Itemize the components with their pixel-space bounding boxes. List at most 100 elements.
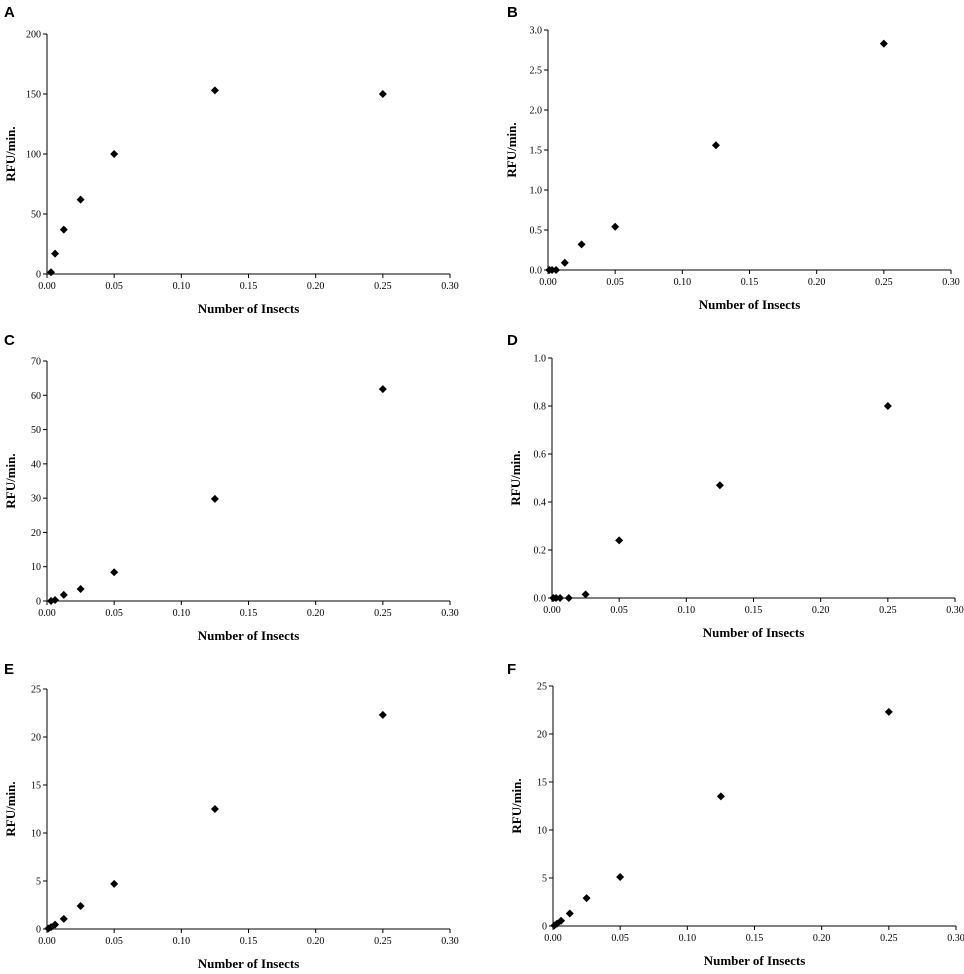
- x-tick-label: 0.25: [875, 277, 893, 288]
- x-tick-label: 0.05: [105, 281, 123, 292]
- y-tick-label: 50: [31, 425, 41, 436]
- y-tick-label: 0: [36, 925, 41, 936]
- x-tick-label: 0.30: [441, 936, 459, 947]
- x-tick-label: 0.10: [173, 608, 191, 619]
- data-point: [552, 266, 561, 274]
- x-tick-label: 0.30: [942, 277, 960, 288]
- y-tick-label: 60: [31, 391, 41, 402]
- data-point: [581, 590, 590, 599]
- data-point: [560, 258, 569, 267]
- x-tick-label: 0.15: [240, 281, 258, 292]
- data-point: [616, 873, 625, 882]
- data-point: [556, 594, 565, 602]
- x-tick-label: 0.20: [307, 608, 325, 619]
- y-tick-label: 25: [537, 682, 547, 693]
- data-point: [548, 266, 557, 274]
- y-tick-label: 20: [537, 730, 547, 741]
- x-tick-label: 0.20: [307, 281, 325, 292]
- data-point: [884, 707, 893, 716]
- x-tick-label: 0.00: [38, 608, 56, 619]
- y-tick-label: 0.0: [534, 594, 547, 605]
- y-tick-label: 20: [31, 733, 41, 744]
- y-tick-label: 0.0: [530, 266, 543, 277]
- x-tick-label: 0.05: [610, 605, 628, 616]
- data-point: [110, 150, 119, 158]
- data-point: [59, 914, 68, 923]
- y-tick-label: 1.0: [530, 186, 543, 197]
- chart-panel-c: C 0 10 20 30 40 50 60 70 0.00 0.05 0.10 0.15 0.20 0.25…: [3, 332, 459, 643]
- x-tick-label: 0.30: [946, 605, 964, 616]
- y-tick-label: 50: [31, 210, 41, 221]
- x-tick-label: 0.20: [808, 277, 826, 288]
- panel-label: F: [507, 661, 516, 678]
- x-tick-label: 0.15: [240, 608, 258, 619]
- x-tick-label: 0.20: [812, 605, 830, 616]
- x-tick-label: 0.10: [674, 277, 692, 288]
- x-tick-label: 0.15: [240, 936, 258, 947]
- data-point: [582, 894, 591, 903]
- y-axis-title: RFU/min.: [504, 122, 519, 177]
- data-point: [879, 39, 888, 48]
- data-point: [76, 195, 85, 204]
- data-point: [378, 710, 387, 719]
- y-axis-title: RFU/min.: [508, 450, 523, 505]
- data-point: [76, 901, 85, 910]
- x-tick-label: 0.10: [173, 281, 191, 292]
- x-tick-label: 0.30: [441, 281, 459, 292]
- chart-panel-b: B 0.0 0.5 1.0 1.5 2.0 2.5 3.0 0.00 0.05 0.10 0.15 0.…: [504, 4, 960, 312]
- x-axis-title: Number of Insects: [704, 953, 806, 968]
- data-point: [110, 879, 119, 888]
- data-point: [611, 222, 620, 231]
- y-tick-label: 40: [31, 459, 41, 470]
- x-tick-label: 0.00: [543, 605, 561, 616]
- y-tick-label: 10: [537, 826, 547, 837]
- data-point: [210, 86, 219, 95]
- y-tick-label: 0: [36, 270, 41, 281]
- x-tick-label: 0.05: [105, 608, 123, 619]
- y-tick-label: 10: [31, 562, 41, 573]
- x-tick-label: 0.30: [947, 933, 964, 944]
- y-tick-label: 150: [26, 90, 41, 101]
- y-tick-label: 15: [537, 778, 547, 789]
- y-tick-label: 2.5: [530, 66, 543, 77]
- x-tick-label: 0.25: [374, 608, 392, 619]
- y-tick-label: 10: [31, 829, 41, 840]
- x-tick-label: 0.15: [745, 605, 763, 616]
- x-tick-label: 0.15: [746, 933, 764, 944]
- data-point: [59, 590, 68, 599]
- x-axis-title: Number of Insects: [703, 625, 805, 640]
- x-tick-label: 0.00: [38, 936, 56, 947]
- data-point: [565, 909, 574, 918]
- y-tick-label: 70: [31, 357, 41, 368]
- x-tick-label: 0.20: [813, 933, 831, 944]
- y-tick-label: 1.0: [534, 354, 547, 365]
- x-axis-title: Number of Insects: [699, 297, 801, 312]
- panel-label: D: [507, 332, 518, 349]
- x-tick-label: 0.00: [38, 281, 56, 292]
- chart-panel-e: E 0 5 10 15 20 25 0.00 0.05 0.10 0.15 0.20 0.25 0.30 N…: [3, 661, 459, 971]
- x-axis-title: Number of Insects: [198, 628, 300, 643]
- y-tick-label: 0.6: [534, 450, 547, 461]
- chart-panel-f: F 0 5 10 15 20 25 0.00 0.05 0.10 0.15 0.20 0.25 0.30 N…: [507, 661, 964, 968]
- x-tick-label: 0.10: [679, 933, 697, 944]
- y-axis-title: RFU/min.: [509, 778, 524, 833]
- data-point: [51, 249, 60, 258]
- x-tick-label: 0.20: [307, 936, 325, 947]
- chart-panel-d: D 0.0 0.2 0.4 0.6 0.8 1.0 0.00 0.05 0.10 0.15 0.20 0…: [507, 332, 964, 640]
- x-tick-label: 0.05: [606, 277, 624, 288]
- data-point: [552, 594, 561, 602]
- data-point: [711, 141, 720, 150]
- y-tick-label: 5: [542, 874, 547, 885]
- data-point: [210, 494, 219, 503]
- y-tick-label: 2.0: [530, 106, 543, 117]
- panel-label: E: [4, 661, 14, 678]
- y-tick-label: 5: [36, 877, 41, 888]
- y-tick-label: 3.0: [530, 26, 543, 37]
- y-tick-label: 0.4: [534, 498, 547, 509]
- data-point: [557, 916, 566, 925]
- x-axis-title: Number of Insects: [198, 301, 300, 316]
- x-tick-label: 0.10: [678, 605, 696, 616]
- data-point: [51, 595, 60, 604]
- data-point: [110, 568, 119, 577]
- x-axis-title: Number of Insects: [198, 956, 300, 971]
